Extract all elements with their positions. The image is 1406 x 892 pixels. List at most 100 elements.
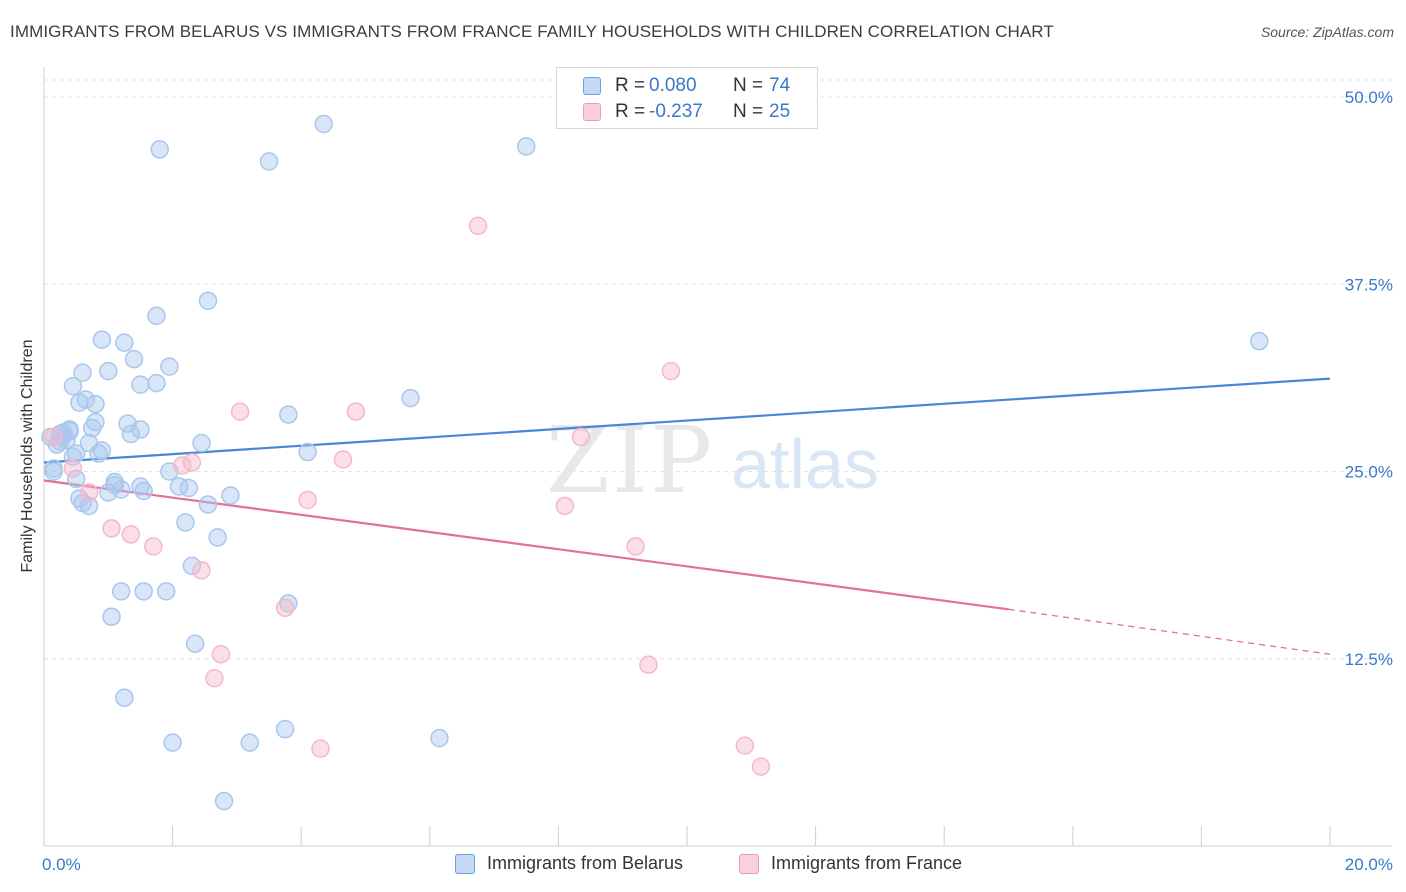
france-legend-swatch [739,854,759,874]
france-point [626,537,645,556]
belarus-point [156,582,176,601]
france-point [192,561,211,580]
belarus-point [163,733,182,752]
chart-title: IMMIGRANTS FROM BELARUS VS IMMIGRANTS FR… [10,22,1054,41]
belarus-point [86,412,105,432]
belarus-point [99,361,118,381]
belarus-point [102,607,121,627]
france-point [311,739,330,758]
belarus-point [79,496,99,516]
r-value: -0.237 [649,101,703,122]
france-point [121,525,141,544]
france-point [63,459,83,478]
belarus-point [111,582,131,601]
belarus-point [92,441,112,460]
france-point [182,453,202,472]
belarus-point [176,513,195,532]
stats-row-france: R = -0.237 N = 25 [557,100,817,126]
belarus-point [134,582,153,601]
belarus-point [86,394,105,414]
belarus-point [1250,331,1269,351]
france-point [144,537,163,556]
n-value: 25 [769,101,791,122]
trend-lines [43,377,1331,655]
belarus-point [89,444,108,463]
r-label: R = [615,75,646,96]
france-trend-line [43,479,1009,611]
legend: Immigrants from Belarus Immigrants from … [0,852,1406,878]
belarus-swatch [583,77,601,95]
france-trend-extension [1008,608,1331,655]
france-point [639,655,658,674]
france-point [661,361,681,381]
y-tick-label: 12.5% [1345,650,1393,669]
belarus-point [160,357,179,376]
belarus-point [105,475,124,495]
belarus-point [150,140,169,159]
series-belarus [41,114,1269,811]
belarus-point [66,444,86,463]
belarus-point [115,688,134,707]
x-tick-label-end: 20.0% [1345,855,1393,874]
france-point [44,427,63,447]
france-point [735,736,755,755]
france-point [79,483,99,502]
series-france [44,216,771,776]
france-point [102,519,121,538]
belarus-point [131,420,150,439]
watermark: ZIP atlas [546,407,879,514]
belarus-legend-swatch [455,854,475,874]
belarus-point [214,791,234,811]
watermark-atlas: atlas [731,425,879,503]
data-points [41,114,1269,811]
belarus-point [66,469,86,489]
belarus-point [401,388,420,408]
belarus-point [182,556,202,576]
belarus-point [44,459,63,478]
france-point [211,645,231,664]
belarus-point [121,424,141,444]
belarus-point [198,495,218,514]
france-point [275,598,295,618]
y-tick-label: 25.0% [1345,463,1393,482]
belarus-point [221,486,240,505]
belarus-point [298,442,317,462]
belarus-point [208,528,227,547]
belarus-point [192,433,211,453]
y-tick-label: 50.0% [1345,88,1393,107]
belarus-trend-line [43,377,1331,464]
belarus-point [92,330,112,349]
france-point [346,402,366,421]
tick-labels: 12.5% 25.0% 37.5% 50.0% 0.0% 20.0% [42,88,1393,874]
y-tick-label: 37.5% [1345,275,1393,294]
france-swatch [583,103,601,121]
belarus-point [73,363,92,382]
legend-label: Immigrants from France [771,853,963,873]
legend-label: Immigrants from Belarus [487,853,684,873]
belarus-point [240,733,260,752]
gridlines [44,79,1392,660]
france-point [555,496,575,516]
belarus-point [147,306,166,325]
stats-row-belarus: R = 0.080 N = 74 [557,74,817,100]
france-point [298,490,317,510]
belarus-point [179,478,198,498]
france-point [571,427,591,447]
belarus-point [134,481,153,501]
n-label: N = [733,101,764,122]
belarus-point [185,634,205,654]
belarus-point [70,393,89,412]
source-label: Source: ZipAtlas.com [1260,24,1394,40]
belarus-point [147,373,166,393]
r-label: R = [615,101,646,122]
belarus-point [124,349,144,369]
n-value: 74 [769,75,791,96]
belarus-point [131,375,150,394]
stats-box: R = 0.080 N = 74 R = -0.237 N = 25 [556,67,818,129]
belarus-point [314,114,333,134]
n-label: N = [733,75,764,96]
france-point [333,450,353,469]
watermark-zip: ZIP [546,407,714,514]
belarus-point [259,152,279,171]
belarus-point [275,719,295,739]
